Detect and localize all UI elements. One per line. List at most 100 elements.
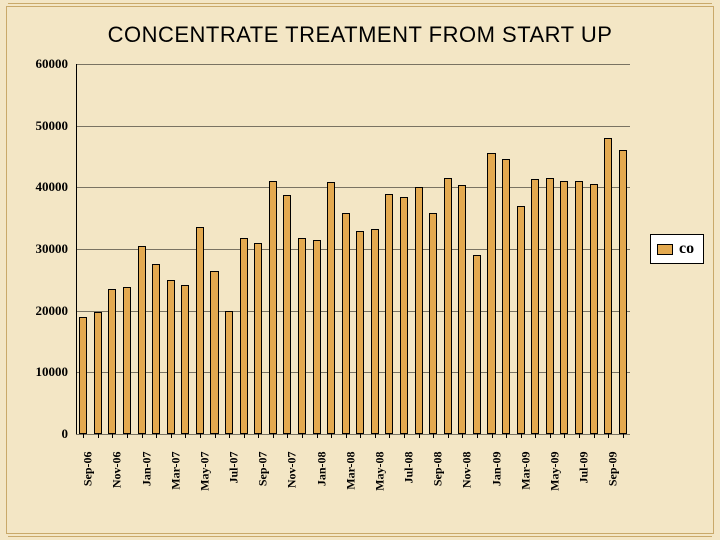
x-tick-label: Mar-08	[343, 452, 358, 512]
y-axis	[76, 64, 77, 434]
bar	[108, 289, 116, 434]
decor-line-top	[8, 3, 712, 4]
bar	[487, 153, 495, 434]
legend-label: co	[679, 240, 694, 258]
x-tick-mark	[112, 434, 113, 438]
x-tick-mark	[477, 434, 478, 438]
bar	[79, 317, 87, 434]
chart: co 0100002000030000400005000060000Sep-06…	[14, 58, 706, 514]
x-tick-label: Sep-08	[431, 452, 446, 512]
bar	[371, 229, 379, 434]
x-tick-mark	[331, 434, 332, 438]
x-tick-mark	[244, 434, 245, 438]
x-tick-label: Nov-08	[460, 452, 475, 512]
x-tick-label: Jul-08	[402, 452, 417, 512]
x-tick-mark	[521, 434, 522, 438]
bar	[196, 227, 204, 434]
x-tick-label: Nov-06	[110, 452, 125, 512]
bar	[517, 206, 525, 434]
x-tick-label: Jul-09	[576, 452, 591, 512]
bar	[342, 213, 350, 434]
x-tick-mark	[142, 434, 143, 438]
y-tick-label: 30000	[14, 241, 68, 257]
bar	[546, 178, 554, 434]
bar	[254, 243, 262, 434]
bar	[604, 138, 612, 434]
x-tick-mark	[346, 434, 347, 438]
bar	[240, 238, 248, 434]
x-tick-label: May-08	[372, 452, 387, 512]
bar	[415, 187, 423, 434]
y-tick-label: 10000	[14, 364, 68, 380]
x-tick-label: Sep-07	[256, 452, 271, 512]
x-tick-mark	[258, 434, 259, 438]
x-tick-mark	[389, 434, 390, 438]
gridline	[76, 434, 630, 435]
bar	[502, 159, 510, 434]
x-tick-mark	[229, 434, 230, 438]
x-tick-label: Jul-07	[227, 452, 242, 512]
x-tick-mark	[156, 434, 157, 438]
bar	[327, 182, 335, 434]
bar	[458, 185, 466, 434]
bar	[400, 197, 408, 434]
x-tick-mark	[608, 434, 609, 438]
x-tick-mark	[171, 434, 172, 438]
x-tick-mark	[98, 434, 99, 438]
x-tick-mark	[492, 434, 493, 438]
bar	[283, 195, 291, 434]
x-tick-mark	[375, 434, 376, 438]
decor-line-bottom	[8, 536, 712, 537]
x-tick-mark	[506, 434, 507, 438]
bar	[181, 285, 189, 434]
x-tick-mark	[535, 434, 536, 438]
x-tick-label: Nov-07	[285, 452, 300, 512]
x-tick-mark	[419, 434, 420, 438]
y-tick-label: 50000	[14, 118, 68, 134]
gridline	[76, 126, 630, 127]
x-tick-mark	[83, 434, 84, 438]
x-tick-mark	[564, 434, 565, 438]
y-tick-label: 20000	[14, 303, 68, 319]
x-tick-label: May-09	[547, 452, 562, 512]
bar	[429, 213, 437, 434]
bar	[94, 312, 102, 434]
bar	[167, 280, 175, 434]
x-tick-label: Jan-08	[314, 452, 329, 512]
x-tick-mark	[433, 434, 434, 438]
bar	[138, 246, 146, 434]
gridline	[76, 64, 630, 65]
x-tick-mark	[404, 434, 405, 438]
x-tick-mark	[623, 434, 624, 438]
x-tick-mark	[287, 434, 288, 438]
bar	[575, 181, 583, 434]
bar	[225, 311, 233, 434]
x-tick-mark	[127, 434, 128, 438]
x-tick-mark	[360, 434, 361, 438]
bar	[298, 238, 306, 434]
x-tick-mark	[594, 434, 595, 438]
bar	[531, 179, 539, 434]
x-tick-mark	[579, 434, 580, 438]
legend-swatch	[657, 244, 673, 255]
x-tick-label: Mar-07	[168, 452, 183, 512]
x-tick-mark	[273, 434, 274, 438]
x-tick-mark	[200, 434, 201, 438]
x-tick-label: Jan-09	[489, 452, 504, 512]
bar	[313, 240, 321, 434]
x-tick-label: Sep-09	[606, 452, 621, 512]
slide: CONCENTRATE TREATMENT FROM START UP co 0…	[0, 0, 720, 540]
y-tick-label: 60000	[14, 56, 68, 72]
y-tick-label: 40000	[14, 179, 68, 195]
x-tick-mark	[185, 434, 186, 438]
y-tick-label: 0	[14, 426, 68, 442]
legend: co	[650, 234, 704, 264]
bar	[560, 181, 568, 434]
chart-title: CONCENTRATE TREATMENT FROM START UP	[0, 22, 720, 48]
x-tick-label: Jan-07	[139, 452, 154, 512]
bar	[210, 271, 218, 434]
plot-area	[76, 64, 630, 434]
x-tick-mark	[462, 434, 463, 438]
bar	[152, 264, 160, 434]
x-tick-mark	[550, 434, 551, 438]
